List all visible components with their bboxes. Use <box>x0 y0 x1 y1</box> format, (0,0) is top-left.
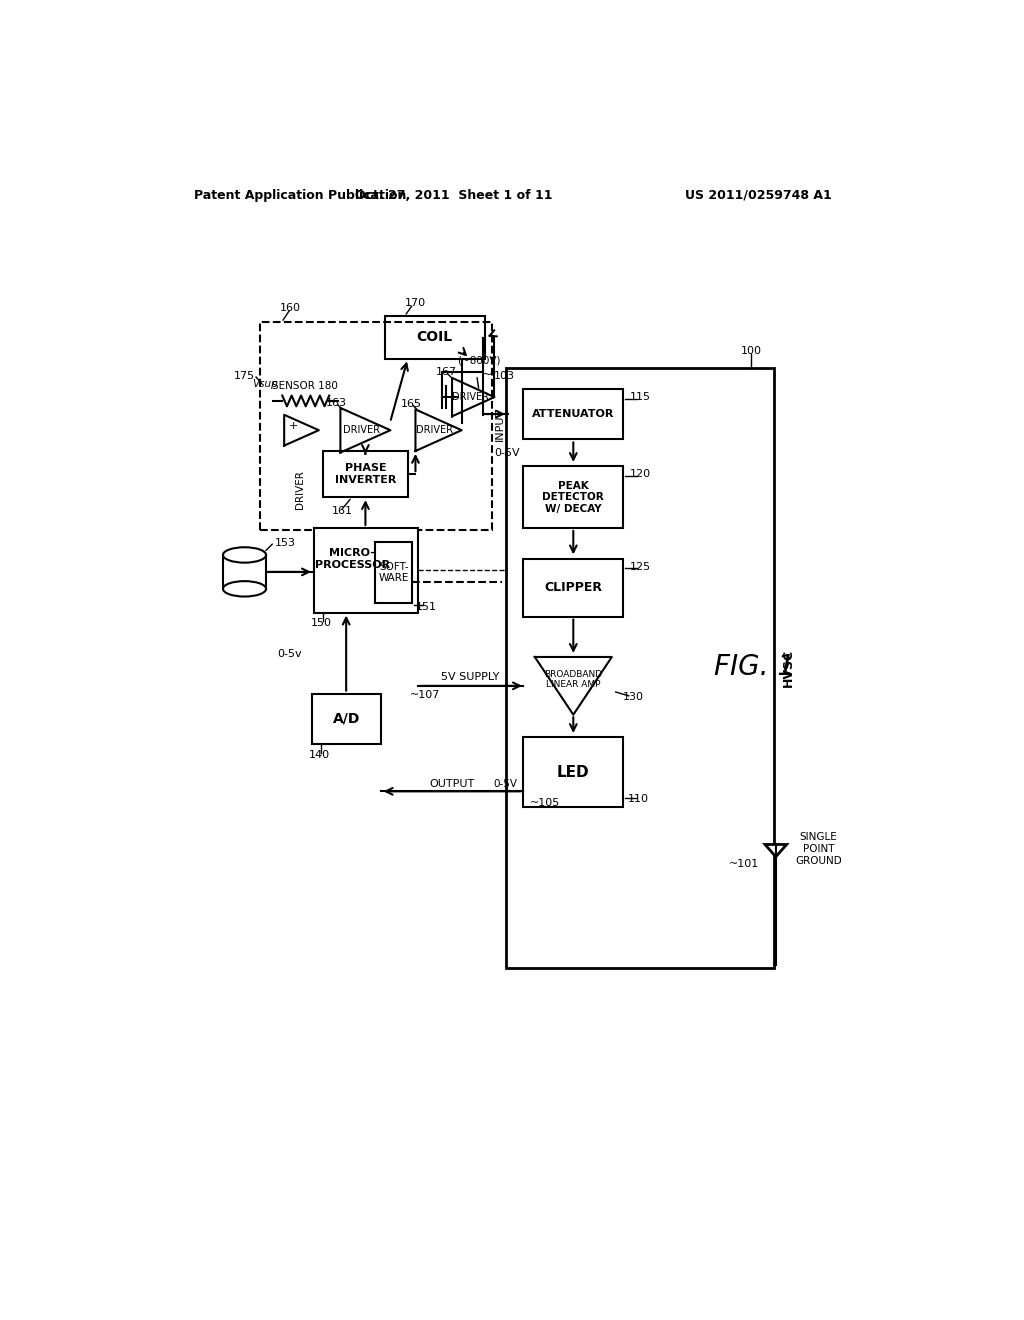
Text: 140: 140 <box>308 750 330 760</box>
Bar <box>523 558 624 616</box>
Text: Vsup: Vsup <box>253 379 279 389</box>
Bar <box>376 541 413 603</box>
Text: A/D: A/D <box>333 711 359 726</box>
Text: COIL: COIL <box>417 330 453 345</box>
Text: SOFT-
WARE: SOFT- WARE <box>379 562 409 583</box>
Text: FIG. 1: FIG. 1 <box>714 652 795 681</box>
Text: ~107: ~107 <box>411 690 440 700</box>
Text: ~105: ~105 <box>529 797 560 808</box>
Text: 161: 161 <box>332 506 353 516</box>
Text: 110: 110 <box>629 795 649 804</box>
Text: 153: 153 <box>275 537 296 548</box>
Text: HVSC: HVSC <box>781 649 795 688</box>
Text: LED: LED <box>557 764 590 780</box>
Text: 120: 120 <box>630 469 651 479</box>
Text: 115: 115 <box>630 392 651 403</box>
Ellipse shape <box>223 548 266 562</box>
Text: (~800V): (~800V) <box>457 355 501 366</box>
Text: 160: 160 <box>281 302 301 313</box>
Text: ~: ~ <box>482 367 493 380</box>
Text: 125: 125 <box>630 561 651 572</box>
Ellipse shape <box>223 581 266 597</box>
Bar <box>523 466 624 528</box>
Text: PHASE
INVERTER: PHASE INVERTER <box>335 463 396 484</box>
Bar <box>523 738 624 807</box>
Text: CLIPPER: CLIPPER <box>545 581 602 594</box>
Bar <box>260 322 493 529</box>
Polygon shape <box>765 845 786 857</box>
Text: ATTENUATOR: ATTENUATOR <box>532 409 614 420</box>
Text: 0-5v: 0-5v <box>278 648 302 659</box>
Text: 163: 163 <box>326 399 347 408</box>
Text: 103: 103 <box>494 371 515 380</box>
Bar <box>311 693 381 743</box>
Text: PEAK
DETECTOR
W/ DECAY: PEAK DETECTOR W/ DECAY <box>543 480 604 513</box>
Bar <box>506 368 774 969</box>
Text: ~101: ~101 <box>729 859 759 870</box>
Text: DRIVER: DRIVER <box>295 470 305 510</box>
Text: Patent Application Publication: Patent Application Publication <box>194 189 407 202</box>
Text: 165: 165 <box>401 399 422 409</box>
Text: +: + <box>289 421 298 432</box>
Text: BROADBAND
LINEAR AMP: BROADBAND LINEAR AMP <box>544 671 602 689</box>
Text: 175: 175 <box>234 371 255 380</box>
Text: 151: 151 <box>416 602 437 611</box>
Text: INPUT: INPUT <box>496 408 505 441</box>
Text: 170: 170 <box>404 298 426 308</box>
Text: 167: 167 <box>435 367 457 378</box>
Bar <box>385 317 484 359</box>
Bar <box>523 389 624 440</box>
Bar <box>313 528 418 612</box>
Text: SENSOR 180: SENSOR 180 <box>272 380 338 391</box>
Text: Oct. 27, 2011  Sheet 1 of 11: Oct. 27, 2011 Sheet 1 of 11 <box>355 189 553 202</box>
Text: 0-5V: 0-5V <box>494 449 519 458</box>
Text: MICRO-
PROCESSOR: MICRO- PROCESSOR <box>314 548 390 570</box>
Bar <box>323 451 408 498</box>
Text: DRIVER: DRIVER <box>343 425 380 436</box>
Text: SINGLE
POINT
GROUND: SINGLE POINT GROUND <box>795 833 842 866</box>
Text: DRIVER: DRIVER <box>453 392 489 403</box>
Text: 130: 130 <box>623 693 644 702</box>
Text: 150: 150 <box>311 619 332 628</box>
Text: 5V SUPPLY: 5V SUPPLY <box>441 672 500 681</box>
Text: 0-5V: 0-5V <box>494 779 517 788</box>
Text: US 2011/0259748 A1: US 2011/0259748 A1 <box>685 189 831 202</box>
Text: OUTPUT: OUTPUT <box>429 779 474 788</box>
Text: 100: 100 <box>740 346 762 356</box>
Text: DRIVER: DRIVER <box>416 425 454 436</box>
